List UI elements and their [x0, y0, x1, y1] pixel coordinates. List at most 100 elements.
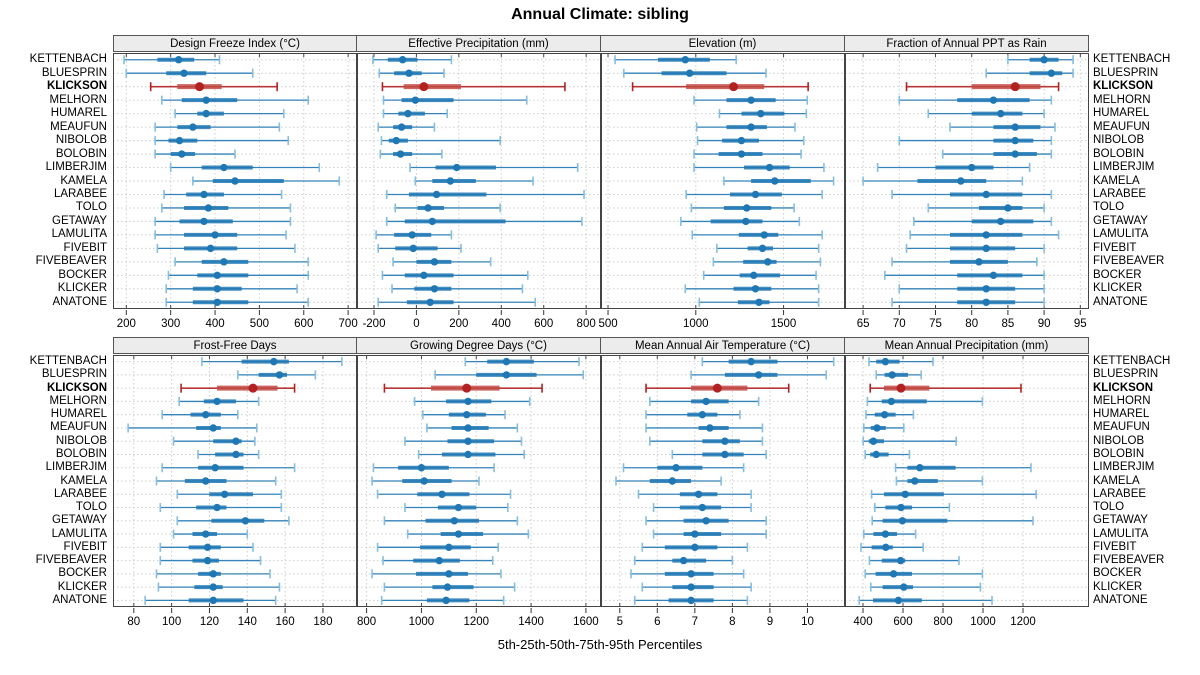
percentile-row-fivebeaver — [392, 257, 492, 267]
percentile-row-nibolob — [404, 436, 523, 446]
percentile-row-humarel — [421, 410, 506, 420]
percentile-row-fivebit — [860, 542, 924, 552]
percentile-row-getaway — [912, 216, 1053, 226]
axis-tick-label: 90 — [1038, 318, 1051, 330]
axis-tick-label: 140 — [238, 616, 257, 628]
station-label-kettenbach: KETTENBACH — [29, 355, 107, 368]
percentile-row-kamela — [371, 476, 480, 486]
percentile-row-fivebeaver — [891, 257, 1038, 267]
station-label-melhorn: MELHORN — [1093, 93, 1151, 106]
station-label-getaway: GETAWAY — [52, 514, 107, 527]
percentile-row-bluesprin — [690, 370, 828, 380]
percentile-row-klickson — [149, 82, 278, 92]
percentile-row-klicker — [684, 284, 820, 294]
panel-plot-effective-precipitation-mm- — [357, 53, 601, 309]
panel-axis-design-freeze-index-c-: 200 300 400 500 600 700 — [117, 310, 358, 330]
station-label-klicker: KLICKER — [57, 282, 107, 295]
axis-tick-label: 7 — [692, 616, 698, 628]
axis-tick-label: 200 — [117, 318, 136, 330]
axis-tick-label: 95 — [1074, 318, 1087, 330]
percentile-row-tolo — [159, 503, 283, 513]
chart-title: Annual Climate: sibling — [511, 6, 689, 23]
station-label-larabee: LARABEE — [53, 187, 107, 200]
station-label-tolo: TOLO — [75, 201, 107, 214]
percentile-row-fivebit — [376, 542, 499, 552]
percentile-row-humarel — [161, 410, 239, 420]
percentile-row-lamulita — [172, 529, 249, 539]
station-label-bluesprin: BLUESPRIN — [41, 66, 107, 79]
percentile-row-fivebit — [159, 542, 254, 552]
axis-tick-label: 200 — [449, 318, 468, 330]
percentile-row-klickson — [383, 383, 543, 393]
percentile-row-tolo — [404, 503, 509, 513]
panel-header-mean-annual-precipitation-mm-: Mean Annual Precipitation (mm) — [844, 337, 1089, 354]
percentile-row-tolo — [394, 203, 502, 213]
percentile-row-larabee — [685, 189, 823, 199]
percentile-row-kettenbach — [614, 55, 737, 65]
percentile-row-anatone — [633, 595, 749, 605]
panel-header-effective-precipitation-mm-: Effective Precipitation (mm) — [356, 35, 601, 52]
percentile-row-meaufun — [645, 423, 764, 433]
station-label-tolo: TOLO — [75, 501, 107, 514]
percentile-row-melhorn — [382, 95, 528, 105]
percentile-row-fivebit — [905, 243, 1045, 253]
station-label-bluesprin: BLUESPRIN — [41, 368, 107, 381]
station-label-limberjim: LIMBERJIM — [45, 461, 107, 474]
percentile-row-anatone — [858, 595, 993, 605]
percentile-row-nibolob — [154, 136, 290, 146]
station-label-fivebit: FIVEBIT — [1093, 241, 1137, 254]
station-label-klicker: KLICKER — [57, 580, 107, 593]
panel-axis-mean-annual-precipitation-mm-: 400 600 800 1000 1200 — [853, 608, 1036, 628]
percentile-row-limberjim — [161, 463, 296, 473]
station-label-bluesprin: BLUESPRIN — [1093, 368, 1159, 381]
percentile-row-limberjim — [894, 463, 1032, 473]
station-label-anatone: ANATONE — [1093, 593, 1148, 606]
percentile-row-anatone — [698, 297, 820, 307]
axis-tick-label: 100 — [162, 616, 181, 628]
percentile-row-nibolob — [648, 436, 764, 446]
station-label-larabee: LARABEE — [1093, 187, 1147, 200]
station-label-bocker: BOCKER — [1093, 268, 1142, 281]
percentile-row-tolo — [160, 203, 292, 213]
axis-tick-label: 1000 — [970, 616, 996, 628]
station-label-fivebit: FIVEBIT — [63, 540, 107, 553]
percentile-row-meaufun — [949, 122, 1056, 132]
station-label-kamela: KAMELA — [60, 174, 107, 187]
percentile-row-nibolob — [380, 136, 502, 146]
station-label-nibolob: NIBOLOB — [55, 434, 107, 447]
station-label-humarel: HUMAREL — [1093, 107, 1150, 120]
percentile-row-kamela — [155, 476, 277, 486]
percentile-row-larabee — [870, 489, 1037, 499]
percentile-row-fivebit — [377, 243, 462, 253]
panel-plot-design-freeze-index-c- — [113, 53, 357, 309]
station-label-meaufun: MEAUFUN — [1093, 421, 1150, 434]
station-label-tolo: TOLO — [1093, 501, 1125, 514]
percentile-row-bolobin — [671, 449, 767, 459]
percentile-row-lamulita — [375, 230, 453, 240]
percentile-row-anatone — [380, 595, 505, 605]
station-label-limberjim: LIMBERJIM — [45, 161, 107, 174]
station-label-limberjim: LIMBERJIM — [1093, 461, 1155, 474]
station-label-lamulita: LAMULITA — [51, 228, 107, 241]
station-label-bolobin: BOLOBIN — [55, 147, 107, 160]
percentile-row-klicker — [641, 582, 752, 592]
axis-tick-label: 800 — [357, 616, 376, 628]
axis-tick-label: 6 — [654, 616, 660, 628]
percentile-row-nibolob — [862, 436, 957, 446]
station-label-anatone: ANATONE — [1093, 295, 1148, 308]
percentile-row-lamulita — [154, 230, 287, 240]
axis-tick-label: 800 — [933, 616, 952, 628]
station-label-fivebit: FIVEBIT — [1093, 540, 1137, 553]
station-label-humarel: HUMAREL — [50, 408, 107, 421]
percentile-row-bocker — [167, 270, 309, 280]
percentile-row-limberjim — [372, 463, 495, 473]
percentile-row-klickson — [905, 82, 1060, 92]
axis-tick-label: 70 — [893, 318, 906, 330]
percentile-row-meaufun — [695, 122, 796, 132]
percentile-row-kettenbach — [372, 55, 453, 65]
percentile-row-anatone — [377, 297, 537, 307]
percentile-row-larabee — [891, 189, 1053, 199]
axis-tick-label: 600 — [893, 616, 912, 628]
percentile-row-bocker — [371, 569, 502, 579]
station-label-fivebeaver: FIVEBEAVER — [1093, 554, 1165, 567]
